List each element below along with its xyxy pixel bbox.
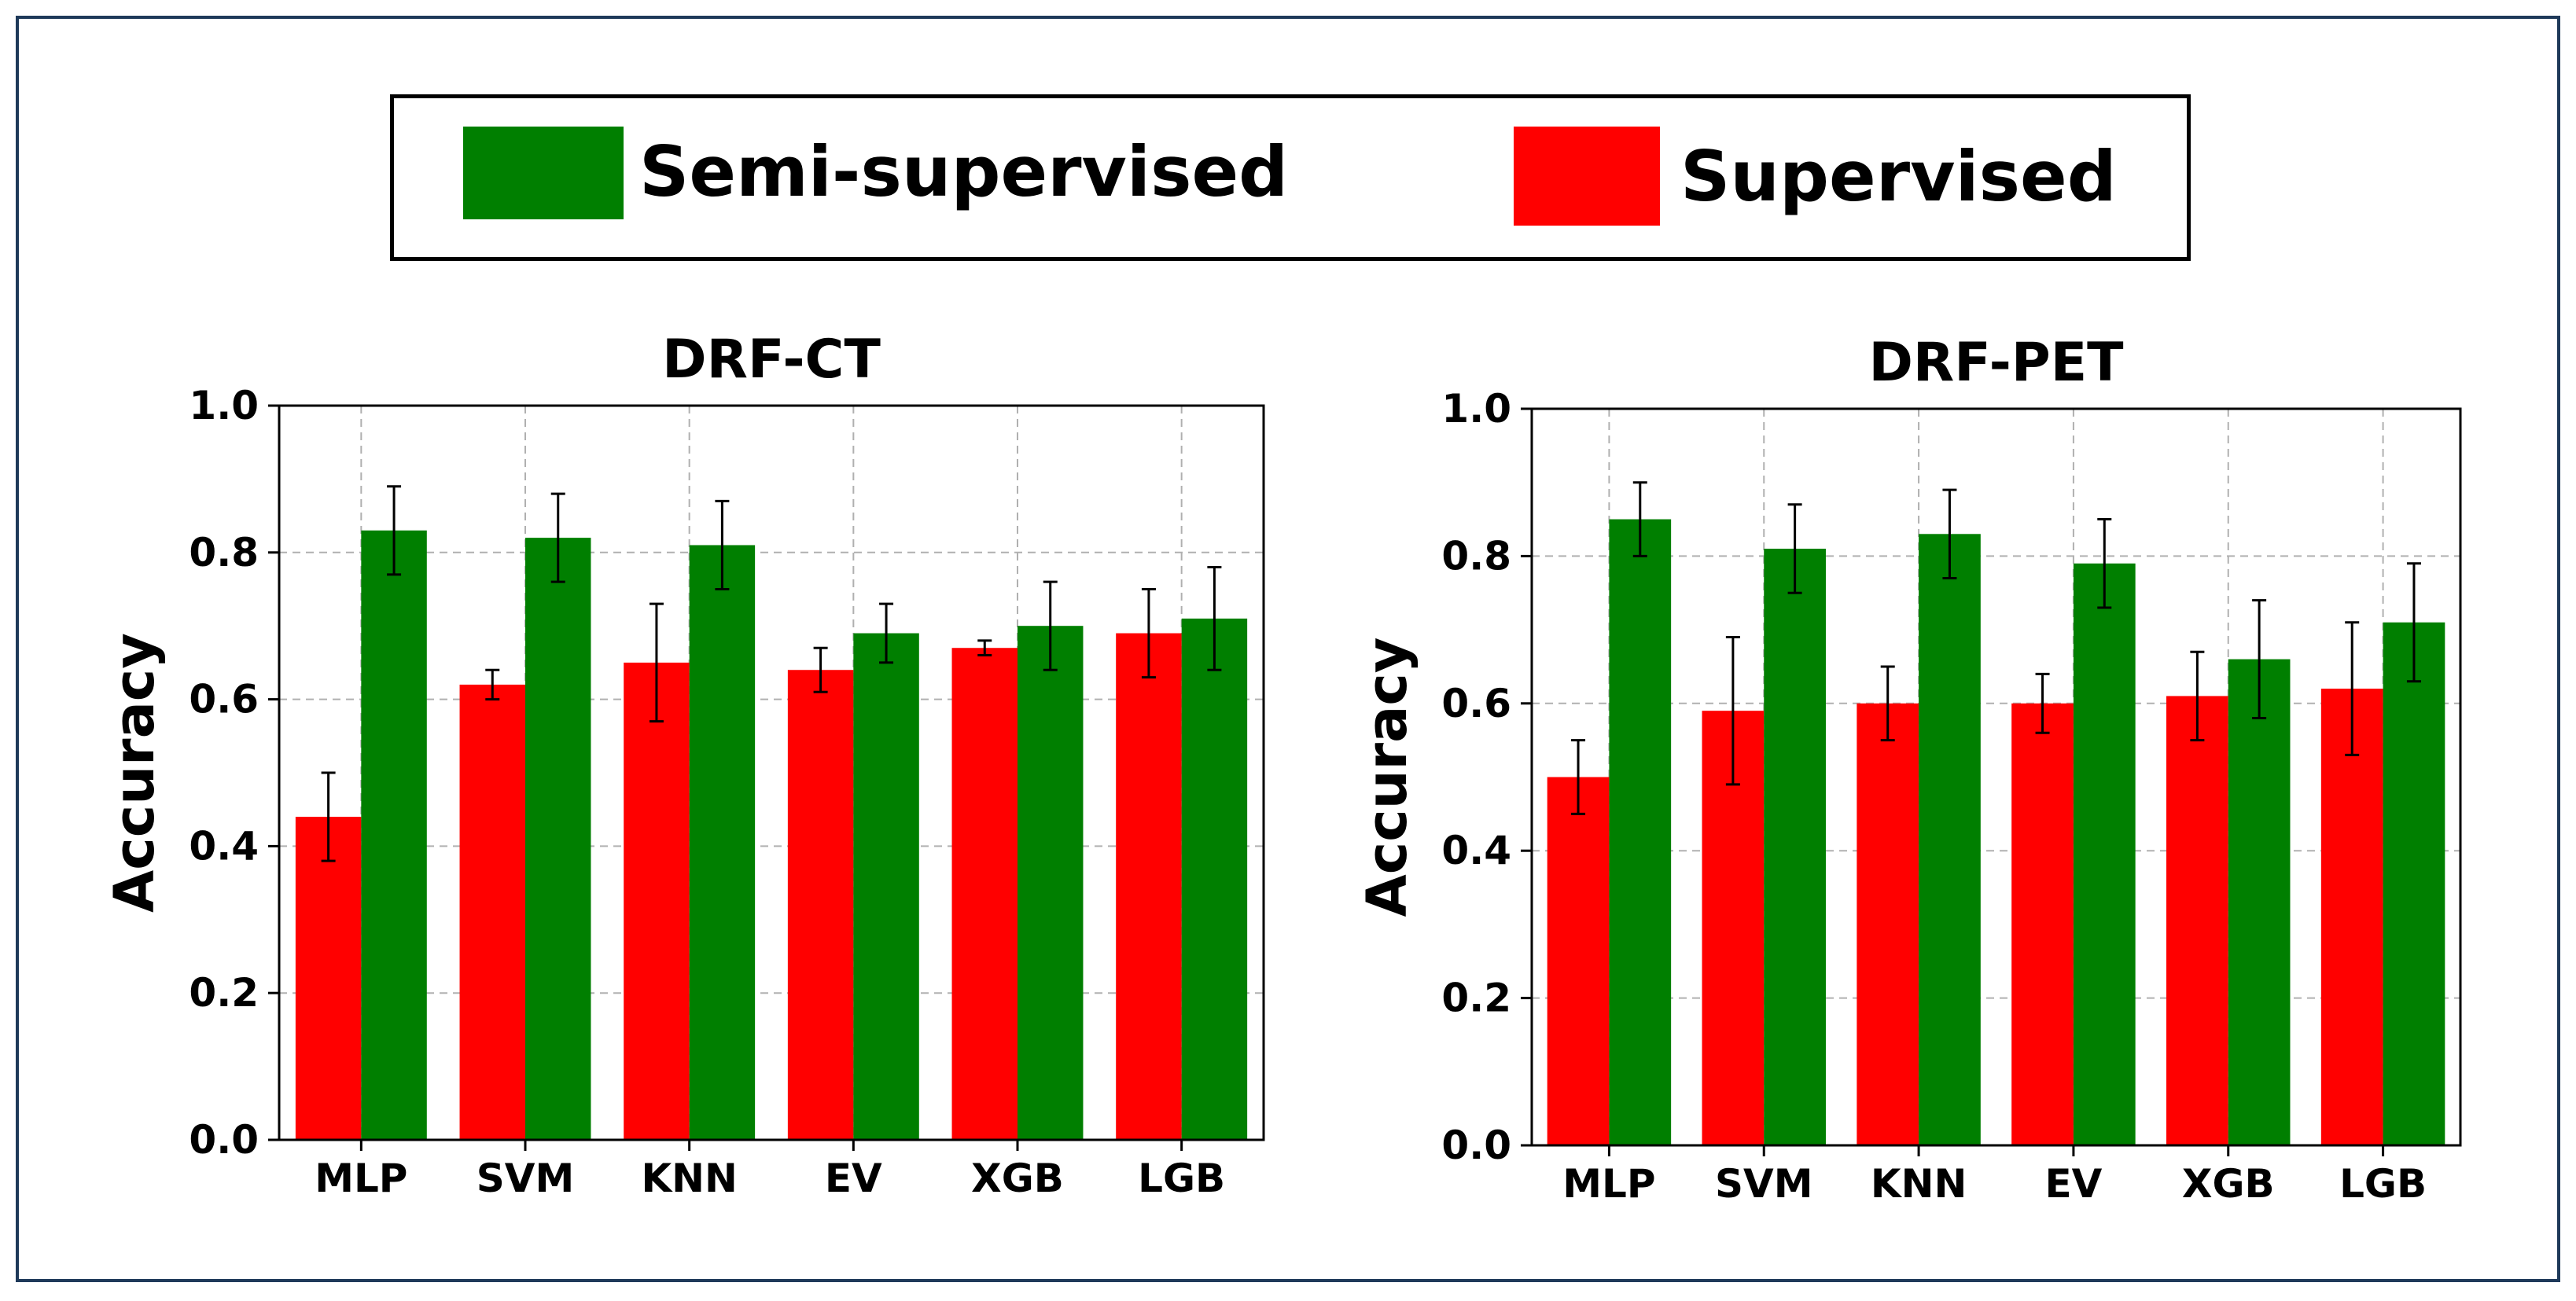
bar-supervised-mlp: [295, 817, 362, 1140]
chart-drf-ct: 0.0 0.2 0.4 0.6 0.8 1.0 MLP SVM KNN EV XGB LGB DRF-C…: [102, 329, 1265, 1201]
bar-supervised-svm: [459, 684, 525, 1140]
bar-semi-supervised-xgb: [2228, 659, 2291, 1145]
y-tick-label: 0.8: [1441, 533, 1511, 579]
errorbar-supervised-lgb: [1141, 588, 1156, 679]
errorbar-semi-supervised-mlp: [387, 485, 402, 576]
chart-drf-pet: 0.0 0.2 0.4 0.6 0.8 1.0 MLP SVM KNN EV XGB LGB DRF-P…: [1355, 332, 2462, 1207]
x-tick-label-xgb: XGB: [2182, 1161, 2275, 1207]
errorbar-supervised-xgb: [977, 639, 992, 657]
bar-supervised-xgb: [2166, 696, 2228, 1145]
errorbar-semi-supervised-svm: [1787, 503, 1802, 594]
bar-supervised-knn: [624, 662, 690, 1140]
bar-semi-supervised-mlp: [1609, 519, 1672, 1145]
legend-swatch-supervised: [1514, 127, 1660, 226]
y-axis-label: Accuracy: [1355, 638, 1419, 917]
errorbar-semi-supervised-ev: [879, 602, 894, 664]
plot-area-frame: [278, 404, 1265, 1141]
x-tick-label-ev: EV: [2044, 1161, 2102, 1207]
y-tick-label: 0.0: [1441, 1123, 1511, 1168]
y-tick-label: 0.8: [189, 530, 259, 575]
x-tick-label-knn: KNN: [641, 1156, 737, 1201]
bar-supervised-lgb: [2320, 689, 2383, 1145]
bar-semi-supervised-lgb: [1181, 618, 1248, 1140]
x-tick-label-svm: SVM: [1715, 1161, 1812, 1207]
bar-supervised-knn: [1857, 703, 1919, 1145]
legend: Semi-supervised Supervised: [390, 94, 2191, 261]
chart-title: DRF-CT: [662, 329, 881, 391]
y-tick-label: 1.0: [189, 383, 259, 428]
bar-semi-supervised-svm: [1764, 549, 1826, 1145]
bar-semi-supervised-knn: [1919, 534, 1981, 1145]
errorbar-semi-supervised-svm: [550, 492, 565, 583]
bar-supervised-mlp: [1547, 777, 1610, 1145]
errorbar-semi-supervised-knn: [1942, 488, 1957, 580]
errorbar-semi-supervised-lgb: [1207, 565, 1222, 671]
errorbar-semi-supervised-xgb: [1043, 580, 1058, 671]
errorbar-semi-supervised-xgb: [2252, 599, 2267, 720]
errorbar-semi-supervised-knn: [715, 499, 730, 590]
errorbar-supervised-svm: [1725, 635, 1740, 786]
bar-semi-supervised-mlp: [361, 530, 427, 1140]
x-tick-label-lgb: LGB: [1138, 1156, 1225, 1201]
x-tick-label-mlp: MLP: [315, 1156, 407, 1201]
errorbar-supervised-ev: [813, 646, 828, 693]
errorbar-supervised-svm: [485, 668, 500, 701]
y-tick-label: 1.0: [1441, 386, 1511, 432]
bar-semi-supervised-lgb: [2383, 622, 2445, 1145]
y-tick-label: 0.4: [189, 823, 259, 869]
plot-area-frame: [1530, 407, 2462, 1147]
x-tick-label-lgb: LGB: [2339, 1161, 2427, 1207]
bar-semi-supervised-knn: [689, 545, 756, 1140]
errorbar-supervised-mlp: [1571, 739, 1586, 815]
bar-semi-supervised-ev: [2073, 563, 2136, 1145]
y-tick-label: 0.0: [189, 1117, 259, 1163]
x-tick-label-knn: KNN: [1871, 1161, 1967, 1207]
y-tick-label: 0.4: [1441, 828, 1511, 873]
y-axis-label: Accuracy: [102, 633, 167, 913]
chart-title: DRF-PET: [1868, 332, 2124, 394]
errorbar-supervised-xgb: [2190, 650, 2205, 742]
legend-label-supervised: Supervised: [1680, 136, 2117, 217]
y-tick-label: 0.6: [1441, 681, 1511, 726]
legend-label-semi-supervised: Semi-supervised: [639, 131, 1289, 212]
figure-frame: [16, 16, 2560, 1282]
bar-supervised-ev: [787, 670, 854, 1140]
errorbar-semi-supervised-ev: [2097, 518, 2112, 609]
y-tick-label: 0.6: [189, 677, 259, 722]
x-tick-label-ev: EV: [825, 1156, 882, 1201]
bar-supervised-lgb: [1116, 633, 1182, 1140]
bar-supervised-xgb: [951, 648, 1018, 1140]
y-tick-label: 0.2: [1441, 976, 1511, 1021]
bar-semi-supervised-ev: [853, 633, 919, 1140]
errorbar-supervised-mlp: [321, 771, 336, 862]
x-tick-label-svm: SVM: [477, 1156, 574, 1201]
bar-semi-supervised-svm: [525, 538, 591, 1140]
errorbar-semi-supervised-lgb: [2406, 562, 2421, 683]
bar-semi-supervised-xgb: [1018, 626, 1084, 1140]
errorbar-supervised-ev: [2035, 672, 2050, 734]
x-tick-label-xgb: XGB: [971, 1156, 1064, 1201]
legend-swatch-semi-supervised: [463, 127, 624, 219]
errorbar-supervised-knn: [1880, 665, 1895, 742]
errorbar-semi-supervised-mlp: [1632, 481, 1647, 557]
y-tick-label: 0.2: [189, 970, 259, 1016]
errorbar-supervised-knn: [649, 602, 664, 723]
errorbar-supervised-lgb: [2345, 621, 2360, 756]
x-tick-label-mlp: MLP: [1562, 1161, 1655, 1207]
bar-supervised-ev: [2011, 703, 2074, 1145]
